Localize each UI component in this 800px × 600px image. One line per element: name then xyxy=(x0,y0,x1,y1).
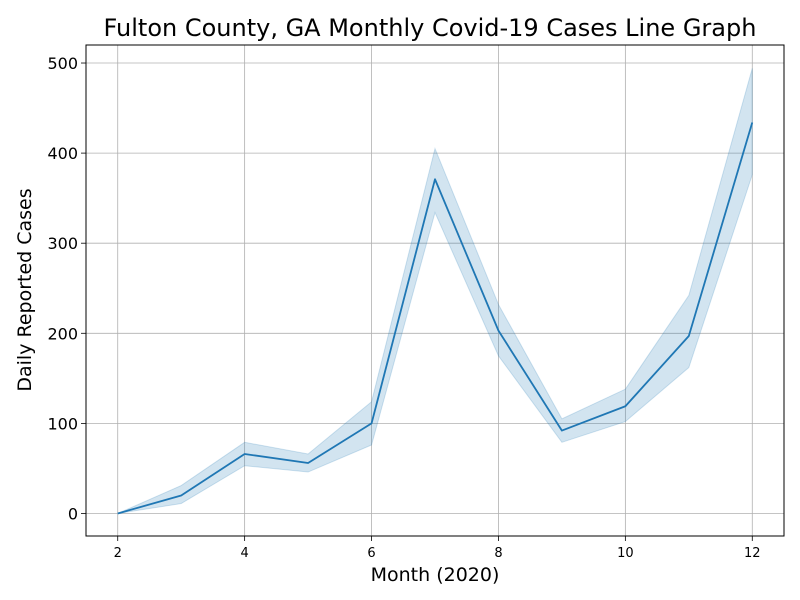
x-axis-label: Month (2020) xyxy=(371,564,500,586)
chart-title: Fulton County, GA Monthly Covid-19 Cases… xyxy=(104,14,757,42)
y-tick-label: 100 xyxy=(47,414,78,433)
y-tick-label: 500 xyxy=(47,54,78,73)
ticks: 2 4 6 8 10 12 0 100 200 300 400 500 xyxy=(47,54,760,561)
x-tick-label: 8 xyxy=(494,546,502,561)
x-tick-label: 6 xyxy=(367,546,375,561)
y-tick-label: 0 xyxy=(68,504,78,523)
y-tick-label: 400 xyxy=(47,144,78,163)
x-tick-label: 4 xyxy=(240,546,248,561)
grid xyxy=(86,45,784,536)
data-layer xyxy=(117,68,754,515)
y-tick-label: 200 xyxy=(47,324,78,343)
plot-frame xyxy=(85,44,785,537)
y-tick-label: 300 xyxy=(47,234,78,253)
x-tick-label: 10 xyxy=(617,546,634,561)
y-axis-label: Daily Reported Cases xyxy=(14,188,36,391)
x-tick-label: 2 xyxy=(114,546,122,561)
confidence-band xyxy=(117,68,753,514)
series-line xyxy=(117,122,754,515)
x-tick-label: 12 xyxy=(744,546,761,561)
